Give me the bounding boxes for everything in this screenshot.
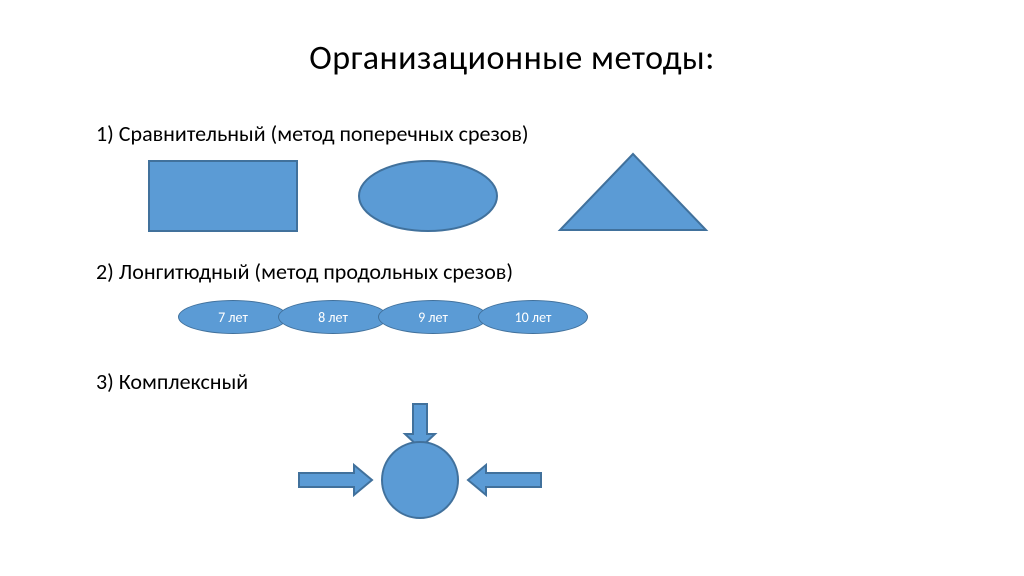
list-item-1: 1) Сравнительный (метод поперечных срезо… bbox=[96, 120, 529, 147]
age-pill-2: 9 лет bbox=[378, 300, 488, 334]
slide-title: Организационные методы: bbox=[0, 38, 1024, 79]
arrow-left-icon bbox=[468, 465, 541, 495]
age-pill-1: 8 лет bbox=[278, 300, 388, 334]
age-pill-0: 7 лет bbox=[178, 300, 288, 334]
age-pill-3: 10 лет bbox=[478, 300, 588, 334]
arrow-right-icon bbox=[299, 465, 372, 495]
triangle-shape bbox=[558, 152, 708, 232]
center-circle bbox=[381, 441, 459, 519]
ellipse-shape bbox=[358, 160, 498, 232]
list-item-2: 2) Лонгитюдный (метод продольных срезов) bbox=[96, 258, 513, 285]
rectangle-shape bbox=[148, 160, 298, 232]
list-item-3: 3) Комплексный bbox=[96, 368, 248, 395]
